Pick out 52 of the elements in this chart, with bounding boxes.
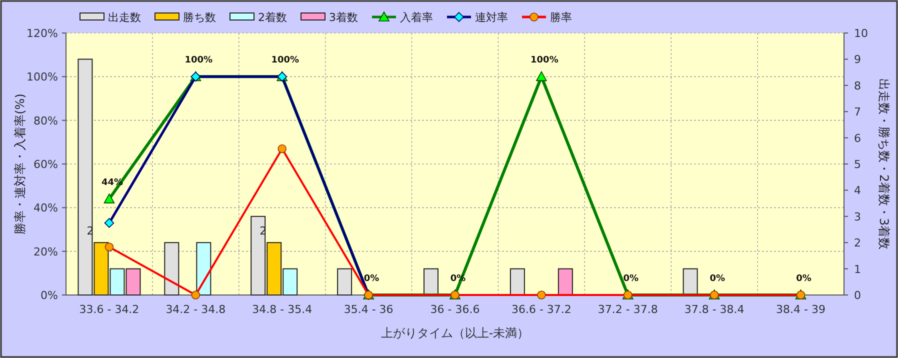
- x-tick-label: 38.4 - 39: [776, 303, 826, 316]
- y2-tick-label: 10: [854, 27, 868, 40]
- legend-label: 勝ち数: [183, 11, 216, 24]
- x-tick-label: 37.2 - 37.8: [598, 303, 658, 316]
- bar: [682, 268, 698, 296]
- data-label: 0%: [710, 274, 725, 284]
- bar: [510, 268, 525, 296]
- x-tick-label: 37.8 - 38.4: [684, 303, 744, 316]
- data-label: 0%: [364, 274, 380, 284]
- y-tick-label: 100%: [26, 70, 58, 84]
- y-tick-label: 120%: [26, 27, 58, 40]
- x-axis-title: 上がりタイム（以上-未満）: [380, 326, 530, 340]
- data-label: 0%: [796, 274, 812, 284]
- y2-tick-label: 9: [854, 53, 861, 66]
- x-tick-label: 34.2 - 34.8: [166, 303, 226, 316]
- y2-tick-label: 7: [854, 106, 861, 119]
- y2-tick-label: 8: [854, 79, 861, 92]
- y2-tick-label: 6: [854, 132, 861, 145]
- legend-label: 出走数: [108, 11, 141, 24]
- y-axis-title: 勝率・連対率・入着率(%): [13, 94, 27, 234]
- legend-label: 勝率: [550, 11, 572, 24]
- data-label: 100%: [271, 56, 300, 66]
- data-label: 0%: [623, 274, 639, 284]
- bar: [164, 242, 180, 296]
- x-tick-label: 36 - 36.6: [430, 303, 480, 316]
- x-tick-label: 36.6 - 37.2: [511, 303, 572, 316]
- point: [104, 218, 114, 228]
- bar: [337, 268, 352, 296]
- y-tick-label: 20%: [34, 245, 58, 258]
- y-tick-label: 60%: [34, 158, 58, 171]
- y-tick-label: 40%: [34, 202, 58, 215]
- y2-tick-label: 5: [854, 158, 861, 171]
- y-tick-label: 0%: [40, 289, 58, 302]
- y2-tick-label: 1: [854, 262, 861, 276]
- y2-tick-label: 4: [854, 184, 861, 198]
- legend-label: 連対率: [475, 11, 508, 24]
- y2-tick-label: 3: [854, 210, 861, 224]
- data-label: 100%: [184, 56, 213, 66]
- legend-label: 3着数: [329, 11, 358, 24]
- legend-label: 2着数: [258, 11, 287, 24]
- x-tick-label: 35.4 - 36: [344, 303, 394, 316]
- bar: [424, 268, 438, 296]
- x-tick-label: 33.6 - 34.2: [79, 303, 140, 316]
- y-tick-label: 80%: [34, 114, 58, 128]
- legend-label: 入着率: [400, 11, 433, 24]
- y2-tick-label: 0: [854, 289, 861, 302]
- y2-axis-title: 出走数・勝ち数・2着数・3着数: [877, 78, 891, 250]
- bar: [196, 242, 212, 296]
- bar: [558, 268, 573, 296]
- data-label: 100%: [530, 56, 558, 66]
- x-tick-label: 34.8 - 35.4: [252, 303, 312, 316]
- y2-tick-label: 2: [854, 236, 861, 250]
